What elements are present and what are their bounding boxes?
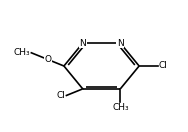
Text: N: N bbox=[117, 39, 124, 48]
Text: O: O bbox=[44, 55, 51, 64]
Text: N: N bbox=[79, 39, 86, 48]
Text: Cl: Cl bbox=[57, 91, 65, 100]
Text: CH₃: CH₃ bbox=[14, 48, 30, 57]
Text: CH₃: CH₃ bbox=[112, 103, 129, 112]
Text: Cl: Cl bbox=[159, 62, 168, 70]
